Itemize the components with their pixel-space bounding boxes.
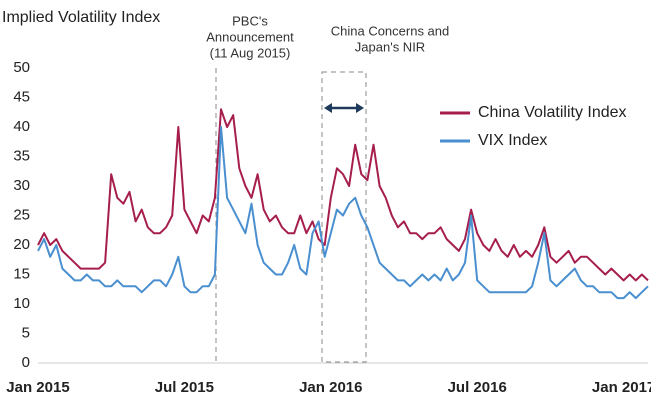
y-tick-label: 50 xyxy=(13,59,30,76)
series-line xyxy=(37,108,649,282)
x-tick-label: Jul 2015 xyxy=(155,379,214,396)
x-tick-label: Jan 2015 xyxy=(6,379,69,396)
y-tick-label: 40 xyxy=(13,118,30,135)
y-tick-label: 45 xyxy=(13,88,30,105)
x-tick-label: Jan 2016 xyxy=(299,379,362,396)
legend-label: VIX Index xyxy=(478,132,547,149)
y-tick-label: 30 xyxy=(13,177,30,194)
annotation: China Concerns and xyxy=(331,23,450,38)
y-tick-label: 20 xyxy=(13,236,30,253)
annotation: Japan's NIR xyxy=(355,39,425,54)
y-tick-label: 15 xyxy=(13,265,30,282)
y-tick-label: 35 xyxy=(13,147,30,164)
annotation: Announcement xyxy=(206,29,294,44)
arrow-head xyxy=(324,103,364,113)
annotation: PBC's xyxy=(232,13,268,28)
y-tick-label: 0 xyxy=(22,354,30,371)
x-tick-label: Jan 2017 xyxy=(592,379,651,396)
annotation: (11 Aug 2015) xyxy=(210,45,291,60)
annotation-box xyxy=(321,71,367,363)
y-tick-label: 10 xyxy=(13,295,30,312)
chart-title: Implied Volatility Index xyxy=(2,9,160,26)
series-line xyxy=(37,126,649,300)
x-tick-label: Jul 2016 xyxy=(448,379,507,396)
legend-label: China Volatility Index xyxy=(478,104,627,121)
y-tick-label: 5 xyxy=(22,324,30,341)
y-tick-label: 25 xyxy=(13,206,30,223)
